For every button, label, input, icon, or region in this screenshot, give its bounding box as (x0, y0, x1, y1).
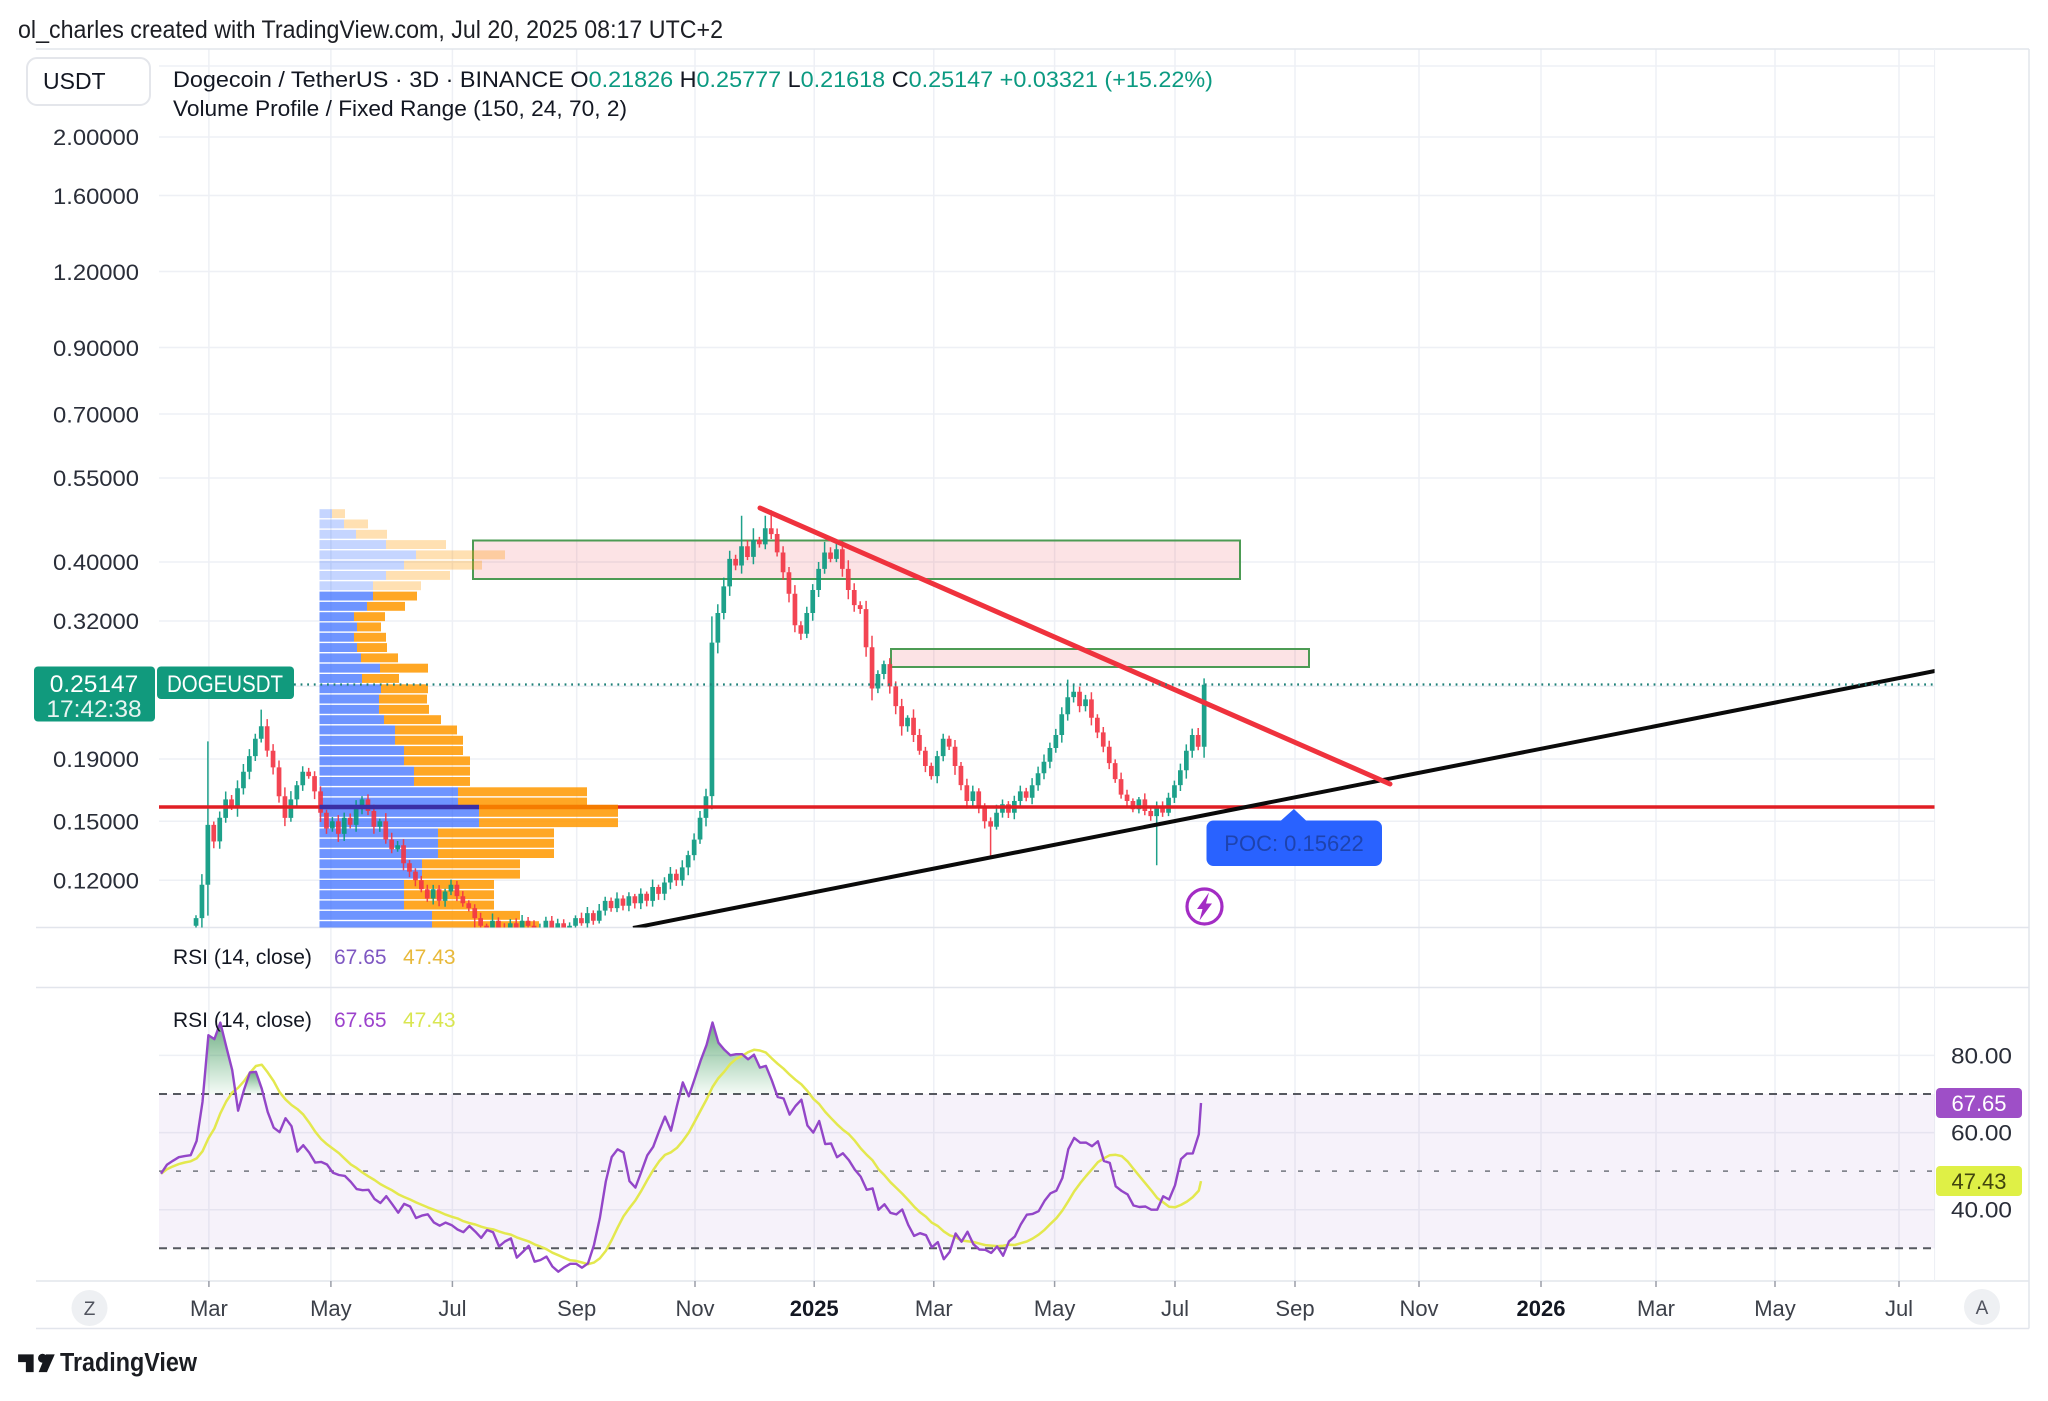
svg-text:USDT: USDT (43, 68, 106, 94)
svg-text:0.19000: 0.19000 (53, 747, 139, 772)
svg-text:40.00: 40.00 (1951, 1198, 2012, 1223)
svg-text:1.60000: 1.60000 (53, 184, 139, 209)
svg-text:ol_charles created with Tradin: ol_charles created with TradingView.com,… (18, 16, 723, 44)
svg-text:0.90000: 0.90000 (53, 336, 139, 361)
svg-text:17:42:38: 17:42:38 (46, 696, 141, 723)
svg-text:Sep: Sep (1275, 1296, 1314, 1321)
svg-text:Nov: Nov (675, 1296, 714, 1321)
svg-text:Mar: Mar (190, 1296, 228, 1321)
svg-text:Z: Z (84, 1299, 96, 1320)
svg-text:0.25147: 0.25147 (50, 671, 139, 698)
svg-text:Dogecoin / TetherUS · 3D · BIN: Dogecoin / TetherUS · 3D · BINANCE O0.21… (173, 67, 1213, 92)
svg-text:Jul: Jul (1885, 1296, 1913, 1321)
svg-text:80.00: 80.00 (1951, 1043, 2012, 1068)
svg-text:47.43: 47.43 (1951, 1169, 2006, 1194)
svg-text:Jul: Jul (1161, 1296, 1189, 1321)
svg-text:A: A (1976, 1298, 1989, 1319)
svg-text:0.70000: 0.70000 (53, 402, 139, 427)
svg-text:0.55000: 0.55000 (53, 466, 139, 491)
svg-text:Volume Profile / Fixed Range (: Volume Profile / Fixed Range (150, 24, 7… (173, 96, 627, 121)
svg-text:2026: 2026 (1517, 1296, 1566, 1321)
svg-text:2.00000: 2.00000 (53, 125, 139, 150)
svg-text:Mar: Mar (1637, 1296, 1675, 1321)
svg-text:0.32000: 0.32000 (53, 609, 139, 634)
svg-text:POC: 0.15622: POC: 0.15622 (1224, 831, 1363, 856)
svg-text:0.40000: 0.40000 (53, 550, 139, 575)
svg-text:DOGEUSDT: DOGEUSDT (167, 671, 283, 698)
svg-text:Nov: Nov (1399, 1296, 1438, 1321)
svg-text:67.65: 67.65 (1951, 1091, 2006, 1116)
svg-text:Sep: Sep (557, 1296, 596, 1321)
svg-text:TradingView: TradingView (60, 1349, 197, 1377)
svg-text:May: May (310, 1296, 352, 1321)
svg-text:2025: 2025 (790, 1296, 839, 1321)
svg-text:May: May (1754, 1296, 1796, 1321)
svg-text:Jul: Jul (438, 1296, 466, 1321)
svg-text:0.15000: 0.15000 (53, 809, 139, 834)
svg-text:1.20000: 1.20000 (53, 260, 139, 285)
svg-text:60.00: 60.00 (1951, 1121, 2012, 1146)
svg-text:0.12000: 0.12000 (53, 868, 139, 893)
svg-text:Mar: Mar (915, 1296, 953, 1321)
svg-text:May: May (1034, 1296, 1076, 1321)
